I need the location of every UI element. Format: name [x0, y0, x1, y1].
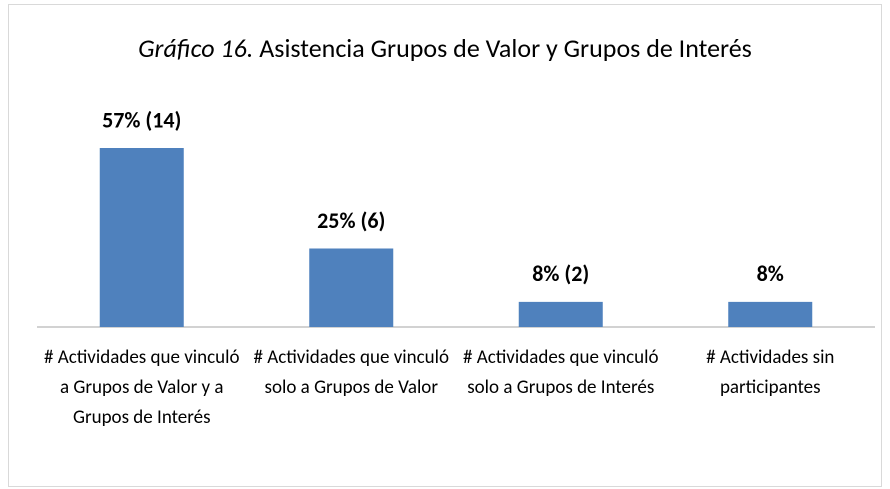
x-tick-label: # Actividades sin participantes	[706, 346, 835, 399]
chart-title: Asistencia Grupos de Valor y Grupos de I…	[259, 32, 752, 64]
chart-title-label: Gráfico 16.	[138, 32, 254, 64]
bar	[518, 301, 603, 327]
chart-title-block: Gráfico 16. Asistencia Grupos de Valor y…	[120, 28, 770, 68]
data-label: 57% (14)	[102, 106, 181, 133]
bar	[99, 148, 184, 327]
x-tick-label: # Actividades que vinculó a Grupos de Va…	[43, 346, 240, 429]
data-label: 25% (6)	[317, 207, 385, 234]
bar	[728, 301, 813, 327]
data-label: 8% (2)	[532, 260, 589, 287]
x-tick-label: # Actividades que vinculó solo a Grupos …	[462, 346, 659, 399]
x-tick-label: # Actividades que vinculó solo a Grupos …	[253, 346, 450, 399]
bar	[309, 248, 394, 327]
data-label: 8%	[757, 260, 784, 287]
